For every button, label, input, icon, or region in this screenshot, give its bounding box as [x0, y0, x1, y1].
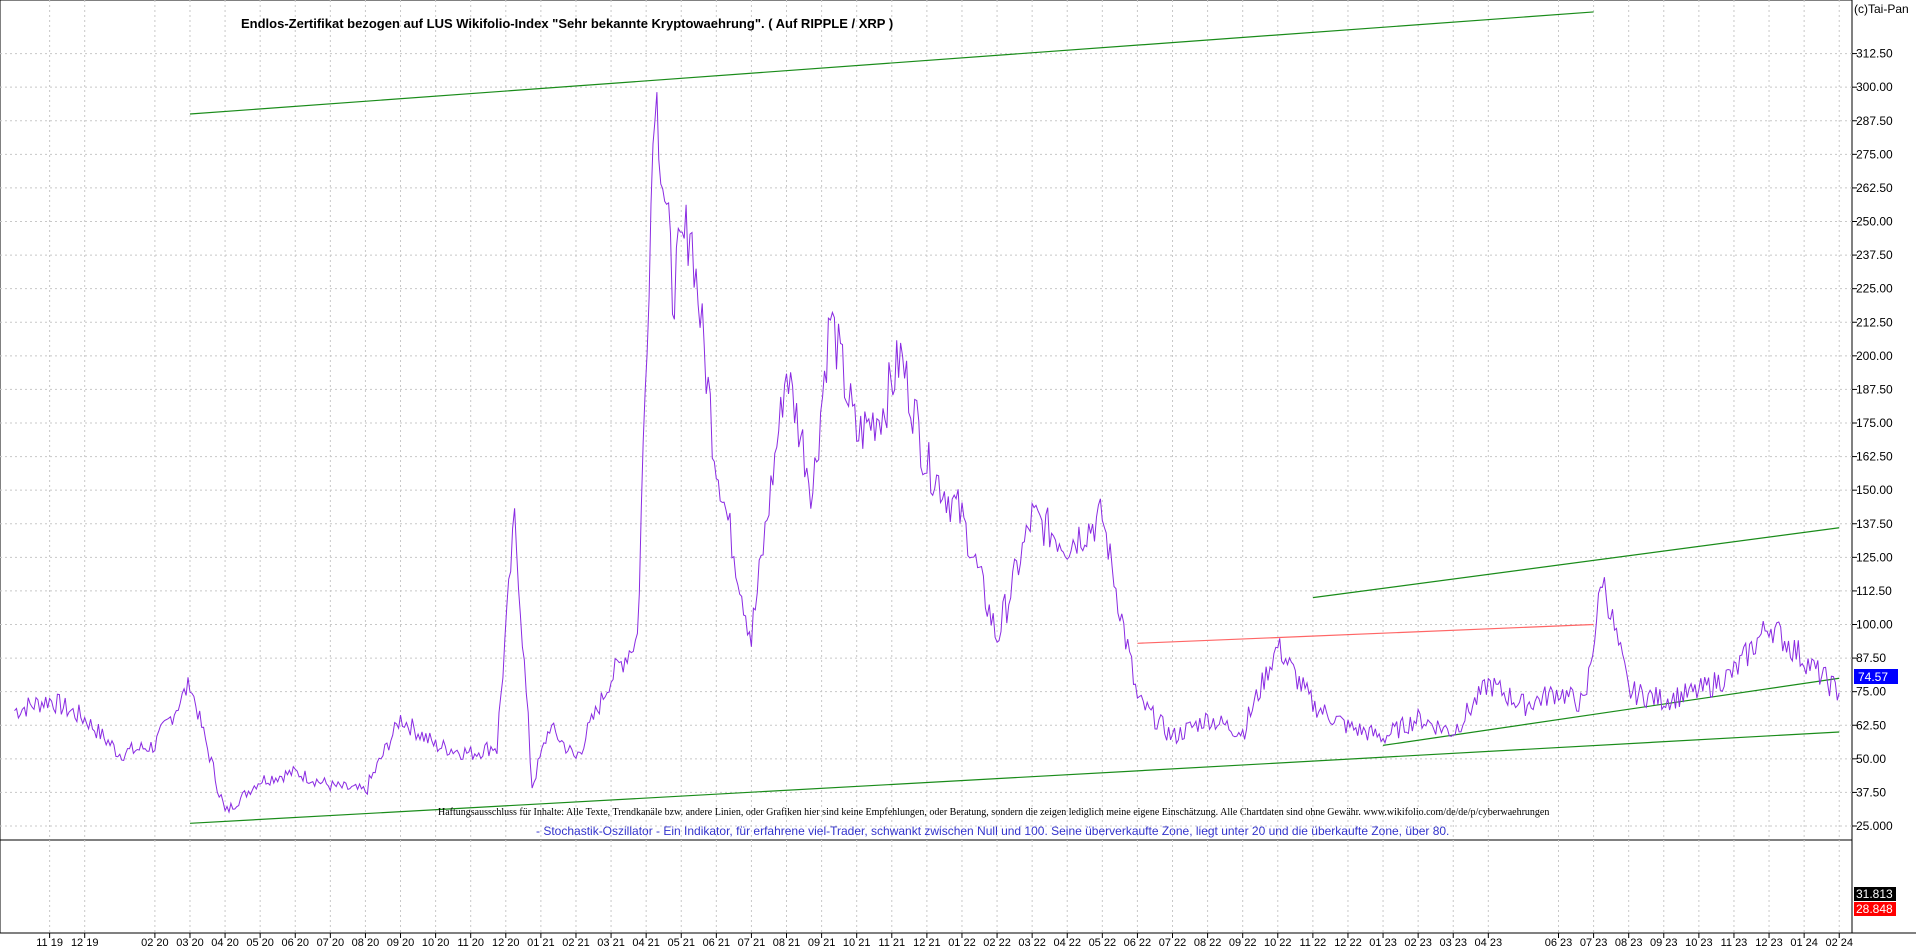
x-tick-label: 08 22 [1194, 937, 1222, 948]
stoch-d-value: 28.848 [1856, 902, 1893, 916]
x-tick-label: 06 22 [1124, 937, 1152, 948]
x-tick-label: 11 23 [1721, 937, 1748, 948]
y-tick-label: 312.50 [1856, 47, 1893, 61]
x-tick-label: 12 23 [1755, 937, 1783, 948]
y-tick-label: 175.00 [1856, 416, 1893, 430]
trend-line-recent-support [1382, 677, 1840, 746]
x-tick-label: 03 20 [176, 937, 204, 948]
y-axis-ticks: 25.000 37.50 50.00 62.50 75.00 87.50 100.00 112… [1852, 47, 1893, 833]
x-tick-label: 04 20 [211, 937, 239, 948]
last-price-value: 74.57 [1858, 670, 1888, 684]
x-tick-label: 07 23 [1580, 937, 1608, 948]
x-tick-label: 12 19 [71, 937, 99, 948]
y-tick-label: 212.50 [1856, 315, 1893, 329]
y-tick-label: 100.00 [1856, 618, 1893, 632]
x-tick-label: 08 23 [1615, 937, 1643, 948]
price-series [14, 92, 1840, 814]
y-tick-label: 87.50 [1856, 651, 1886, 665]
trend-line-lower-channel [189, 731, 1840, 824]
x-tick-label: 06 23 [1545, 937, 1573, 948]
x-tick-label: 02 21 [562, 937, 590, 948]
x-tick-label: 02 23 [1404, 937, 1432, 948]
x-tick-label: 04 21 [632, 937, 660, 948]
x-tick-label: 09 23 [1650, 937, 1678, 948]
y-tick-label: 287.50 [1856, 114, 1893, 128]
trend-lines [189, 11, 1840, 824]
x-tick-label: 11 19 [36, 937, 63, 948]
x-tick-label: 09 21 [808, 937, 836, 948]
x-tick-label: 02 24 [1825, 937, 1853, 948]
x-tick-label: 05 20 [246, 937, 274, 948]
y-tick-label: 137.50 [1856, 517, 1893, 531]
x-tick-label: 08 20 [352, 937, 380, 948]
trend-line-recent-channel-top [1312, 527, 1840, 599]
y-tick-label: 275.00 [1856, 147, 1893, 161]
x-tick-label: 12 22 [1334, 937, 1362, 948]
y-tick-label: 225.00 [1856, 282, 1893, 296]
y-tick-label: 75.00 [1856, 685, 1886, 699]
x-tick-label: 07 20 [317, 937, 345, 948]
stochastic-caption: - Stochastik-Oszillator - Ein Indikator,… [536, 824, 1449, 838]
x-tick-label: 10 20 [422, 937, 450, 948]
x-tick-label: 09 20 [387, 937, 415, 948]
y-tick-label: 262.50 [1856, 181, 1893, 195]
stoch-d-badge: 28.848 [1854, 902, 1896, 916]
x-tick-label: 01 24 [1790, 937, 1818, 948]
price-line [14, 92, 1840, 814]
x-tick-label: 01 23 [1369, 937, 1397, 948]
chart-title: Endlos-Zertifikat bezogen auf LUS Wikifo… [241, 16, 893, 31]
x-tick-label: 05 21 [667, 937, 695, 948]
x-tick-label: 07 21 [738, 937, 766, 948]
trend-line-upper-channel [189, 11, 1594, 115]
disclaimer-text: Haftungsausschluss für Inhalte: Alle Tex… [438, 807, 1549, 818]
x-tick-label: 04 22 [1053, 937, 1081, 948]
grid [0, 0, 1852, 933]
x-tick-label: 10 23 [1685, 937, 1713, 948]
x-tick-label: 02 20 [141, 937, 169, 948]
x-tick-label: 01 22 [948, 937, 976, 948]
plot-frame [0, 0, 1853, 934]
last-price-badge: 74.57 [1854, 669, 1898, 684]
x-tick-label: 04 23 [1475, 937, 1503, 948]
x-tick-label: 10 21 [843, 937, 871, 948]
x-tick-label: 05 22 [1089, 937, 1117, 948]
y-tick-label: 300.00 [1856, 80, 1893, 94]
stoch-k-value: 31.813 [1856, 887, 1893, 901]
copyright-label: (c)Tai-Pan [1854, 2, 1909, 16]
x-tick-label: 10 22 [1264, 937, 1292, 948]
y-tick-label: 162.50 [1856, 450, 1893, 464]
y-tick-label: 200.00 [1856, 349, 1893, 363]
trend-line-resistance [1137, 623, 1594, 644]
y-tick-label: 237.50 [1856, 248, 1893, 262]
y-tick-label: 50.00 [1856, 752, 1886, 766]
x-tick-label: 03 23 [1439, 937, 1467, 948]
x-tick-label: 11 22 [1300, 937, 1327, 948]
y-tick-label: 25.000 [1856, 819, 1893, 833]
x-tick-label: 06 21 [703, 937, 731, 948]
x-tick-label: 11 21 [878, 937, 905, 948]
y-tick-label: 187.50 [1856, 382, 1893, 396]
x-tick-label: 11 20 [457, 937, 484, 948]
y-tick-label: 37.50 [1856, 785, 1886, 799]
x-axis-ticks: 11 19 12 19 02 20 03 20 04 20 05 20 06 20 07 20… [36, 933, 1853, 948]
x-tick-label: 01 21 [527, 937, 555, 948]
x-tick-label: 03 22 [1018, 937, 1046, 948]
x-tick-label: 07 22 [1159, 937, 1187, 948]
x-tick-label: 03 21 [597, 937, 625, 948]
x-tick-label: 02 22 [983, 937, 1011, 948]
y-tick-label: 250.00 [1856, 215, 1893, 229]
y-tick-label: 62.50 [1856, 718, 1886, 732]
stoch-k-badge: 31.813 [1854, 887, 1896, 901]
x-tick-label: 08 21 [773, 937, 801, 948]
x-tick-label: 12 21 [913, 937, 941, 948]
y-tick-label: 112.50 [1856, 584, 1892, 598]
y-tick-label: 125.00 [1856, 550, 1893, 564]
x-tick-label: 12 20 [492, 937, 520, 948]
x-tick-label: 06 20 [281, 937, 309, 948]
x-tick-label: 09 22 [1229, 937, 1257, 948]
y-tick-label: 150.00 [1856, 483, 1893, 497]
